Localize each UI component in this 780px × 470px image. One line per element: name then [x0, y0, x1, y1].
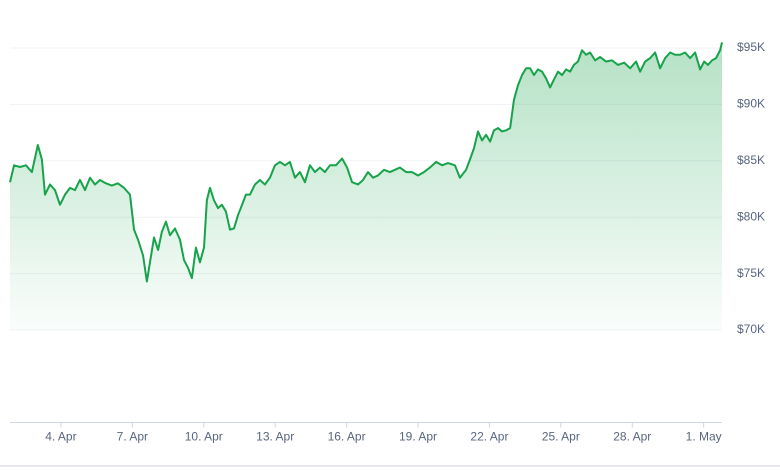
x-tick-label: 10. Apr [185, 430, 223, 444]
x-tick-label: 7. Apr [117, 430, 148, 444]
x-tick-label: 28. Apr [613, 430, 651, 444]
x-tick-label: 13. Apr [256, 430, 294, 444]
x-tick-label: 25. Apr [542, 430, 580, 444]
x-tick-label: 1. May [686, 430, 722, 444]
x-tick-label: 22. Apr [470, 430, 508, 444]
y-tick-label: $75K [737, 266, 765, 280]
y-tick-label: $80K [737, 209, 765, 223]
price-line [9, 42, 723, 283]
x-tick-label: 16. Apr [328, 430, 366, 444]
y-tick-label: $85K [737, 153, 765, 167]
area-fill [10, 42, 722, 330]
x-tick-label: 4. Apr [45, 430, 76, 444]
x-tick-label: 19. Apr [399, 430, 437, 444]
y-tick-label: $90K [737, 97, 765, 111]
y-tick-label: $70K [737, 322, 765, 336]
y-tick-label: $95K [737, 40, 765, 54]
